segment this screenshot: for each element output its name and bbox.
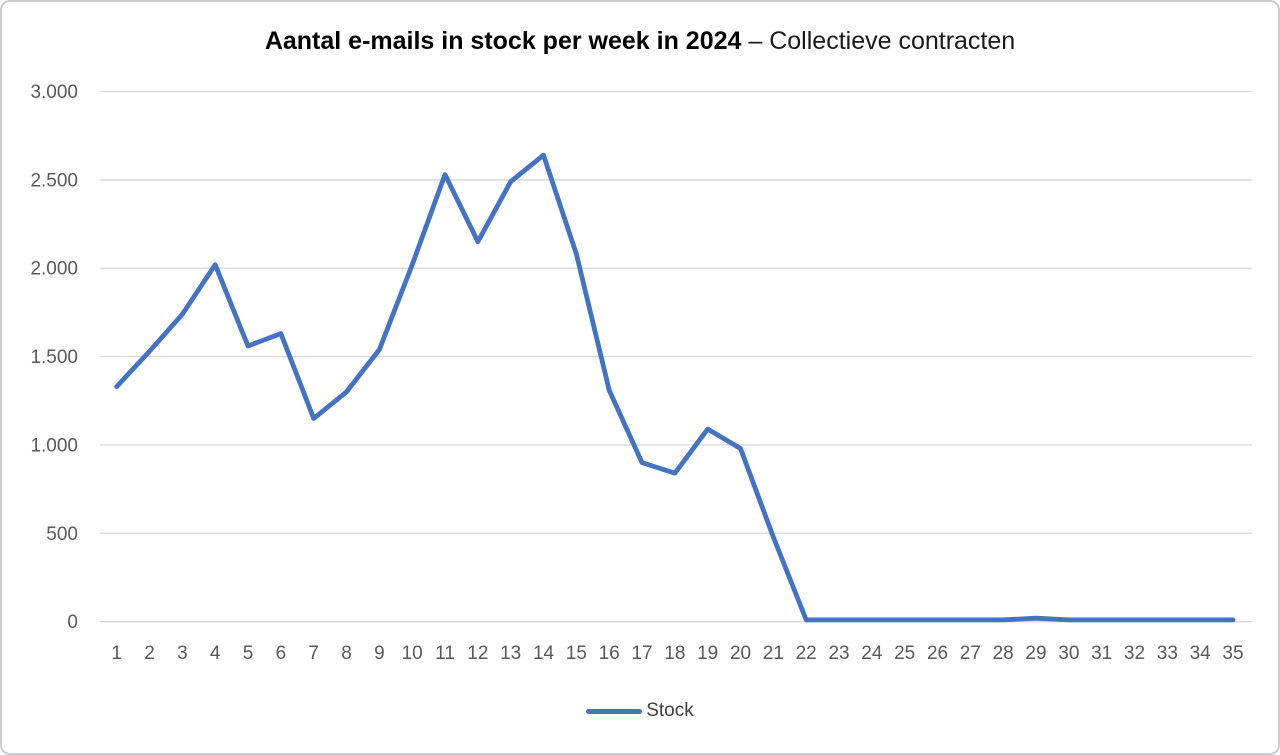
- x-axis-tick-label: 13: [500, 643, 521, 664]
- x-axis-tick-label: 3: [177, 643, 188, 664]
- x-axis-tick-label: 29: [1025, 643, 1046, 664]
- chart-title: Aantal e-mails in stock per week in 2024…: [0, 24, 1280, 58]
- chart-legend: Stock: [0, 700, 1280, 722]
- y-axis-tick-label: 1.500: [30, 347, 78, 368]
- x-axis-tick-label: 6: [276, 643, 287, 664]
- x-axis-tick-label: 23: [828, 643, 849, 664]
- y-axis-tick-label: 1.000: [30, 435, 78, 456]
- y-axis-tick-label: 0: [67, 612, 78, 633]
- x-axis-tick-label: 12: [467, 643, 488, 664]
- x-axis-tick-label: 8: [341, 643, 352, 664]
- x-axis-tick-label: 31: [1091, 643, 1112, 664]
- x-axis-tick-label: 4: [210, 643, 221, 664]
- x-axis-tick-label: 27: [960, 643, 981, 664]
- x-axis-tick-label: 24: [861, 643, 883, 664]
- y-axis-tick-label: 500: [46, 524, 78, 545]
- x-axis-tick-label: 25: [894, 643, 915, 664]
- x-axis-tick-label: 16: [599, 643, 620, 664]
- chart-title-regular: – Collectieve contracten: [741, 27, 1016, 55]
- x-axis-tick-label: 34: [1190, 643, 1212, 664]
- x-axis-tick-label: 21: [763, 643, 784, 664]
- x-axis-tick-label: 10: [402, 643, 423, 664]
- x-axis-tick-label: 1: [111, 643, 122, 664]
- x-axis-tick-label: 30: [1058, 643, 1079, 664]
- chart-title-bold: Aantal e-mails in stock per week in 2024: [264, 27, 742, 55]
- x-axis-tick-label: 28: [993, 643, 1014, 664]
- series-line-stock: [114, 152, 1236, 623]
- x-axis-tick-label: 11: [435, 643, 455, 664]
- x-axis-tick-label: 32: [1124, 643, 1145, 664]
- x-axis-tick-label: 20: [730, 643, 751, 664]
- x-axis-tick-label: 19: [697, 643, 718, 664]
- x-axis-tick-label: 14: [533, 643, 555, 664]
- x-axis-tick-label: 9: [374, 643, 385, 664]
- x-axis-tick-label: 26: [927, 643, 948, 664]
- legend-line-swatch: [586, 708, 643, 714]
- x-axis-tick-label: 22: [796, 643, 817, 664]
- y-axis-tick-label: 3.000: [30, 82, 78, 103]
- y-axis-tick-label: 2.500: [30, 170, 78, 191]
- x-axis-tick-label: 5: [243, 643, 254, 664]
- legend-series-label: Stock: [646, 700, 694, 721]
- x-axis-tick-label: 2: [144, 643, 155, 664]
- x-axis-tick-label: 17: [631, 643, 652, 664]
- x-axis-tick-label: 15: [566, 643, 587, 664]
- x-axis-tick-label: 7: [308, 643, 319, 664]
- x-axis-tick-label: 18: [664, 643, 685, 664]
- x-axis-tick-label: 33: [1157, 643, 1178, 664]
- y-axis-tick-label: 2.000: [30, 259, 78, 280]
- x-axis-tick-label: 35: [1222, 643, 1243, 664]
